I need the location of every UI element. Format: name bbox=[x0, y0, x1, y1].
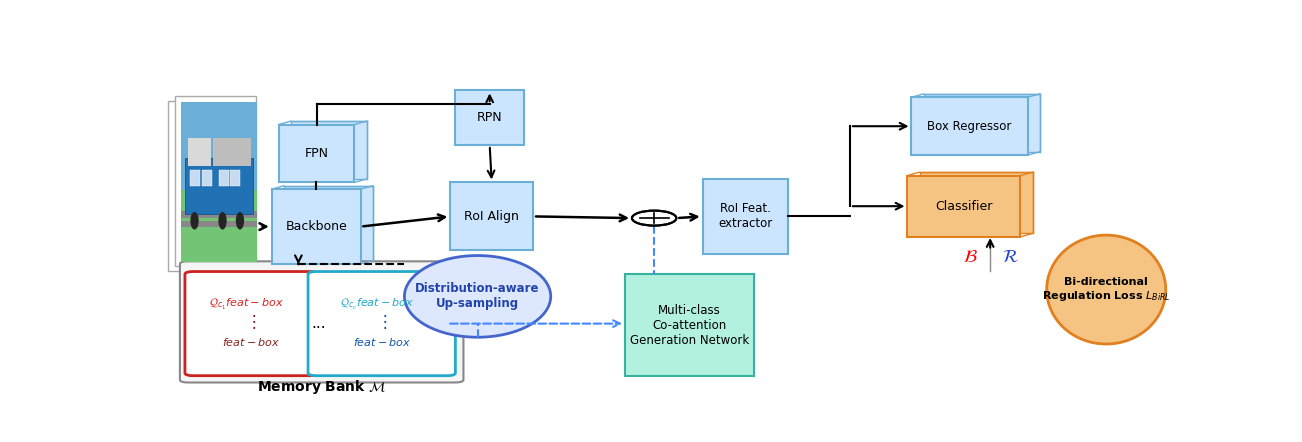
Text: Bi-directional
Regulation Loss $L_{BiRL}$: Bi-directional Regulation Loss $L_{BiRL}… bbox=[1042, 277, 1170, 303]
FancyBboxPatch shape bbox=[279, 125, 354, 183]
Text: Memory Bank $\mathcal{M}$: Memory Bank $\mathcal{M}$ bbox=[258, 377, 387, 396]
Text: RPN: RPN bbox=[477, 111, 503, 124]
FancyBboxPatch shape bbox=[284, 186, 372, 261]
Ellipse shape bbox=[405, 255, 551, 337]
FancyBboxPatch shape bbox=[919, 172, 1032, 233]
Text: Classifier: Classifier bbox=[935, 200, 992, 213]
FancyBboxPatch shape bbox=[185, 271, 318, 376]
Text: Backbone: Backbone bbox=[285, 220, 348, 233]
FancyBboxPatch shape bbox=[907, 175, 1021, 237]
FancyBboxPatch shape bbox=[309, 271, 456, 376]
Text: ...: ... bbox=[312, 316, 327, 331]
Text: RoI Align: RoI Align bbox=[465, 210, 519, 223]
Text: Box Regressor: Box Regressor bbox=[927, 120, 1012, 133]
Text: $\mathcal{Q}_{c_1}feat-box$: $\mathcal{Q}_{c_1}feat-box$ bbox=[208, 297, 284, 312]
FancyBboxPatch shape bbox=[923, 94, 1039, 152]
Text: $\mathcal{B}$: $\mathcal{B}$ bbox=[962, 248, 978, 266]
FancyBboxPatch shape bbox=[456, 91, 523, 145]
FancyBboxPatch shape bbox=[290, 121, 367, 179]
Text: RoI Feat.
extractor: RoI Feat. extractor bbox=[719, 202, 772, 230]
FancyBboxPatch shape bbox=[450, 183, 533, 251]
Text: $feat-box$: $feat-box$ bbox=[221, 336, 280, 348]
Text: $\mathcal{R}$: $\mathcal{R}$ bbox=[1003, 248, 1018, 266]
Text: Distribution-aware
Up-sampling: Distribution-aware Up-sampling bbox=[415, 282, 540, 310]
Text: FPN: FPN bbox=[305, 147, 328, 160]
FancyBboxPatch shape bbox=[180, 261, 464, 382]
FancyBboxPatch shape bbox=[168, 101, 249, 271]
Text: $\vdots$: $\vdots$ bbox=[246, 312, 256, 332]
FancyBboxPatch shape bbox=[703, 179, 789, 254]
Circle shape bbox=[631, 211, 676, 225]
Text: $feat-box$: $feat-box$ bbox=[353, 336, 411, 348]
FancyBboxPatch shape bbox=[625, 274, 754, 376]
Ellipse shape bbox=[1047, 235, 1165, 344]
Text: $\mathcal{Q}_{c_c}feat-box$: $\mathcal{Q}_{c_c}feat-box$ bbox=[340, 297, 414, 312]
Text: $\vdots$: $\vdots$ bbox=[376, 312, 387, 332]
FancyBboxPatch shape bbox=[272, 189, 361, 264]
FancyBboxPatch shape bbox=[911, 97, 1027, 155]
FancyBboxPatch shape bbox=[174, 95, 255, 266]
Text: Multi-class
Co-attention
Generation Network: Multi-class Co-attention Generation Netw… bbox=[630, 304, 749, 347]
